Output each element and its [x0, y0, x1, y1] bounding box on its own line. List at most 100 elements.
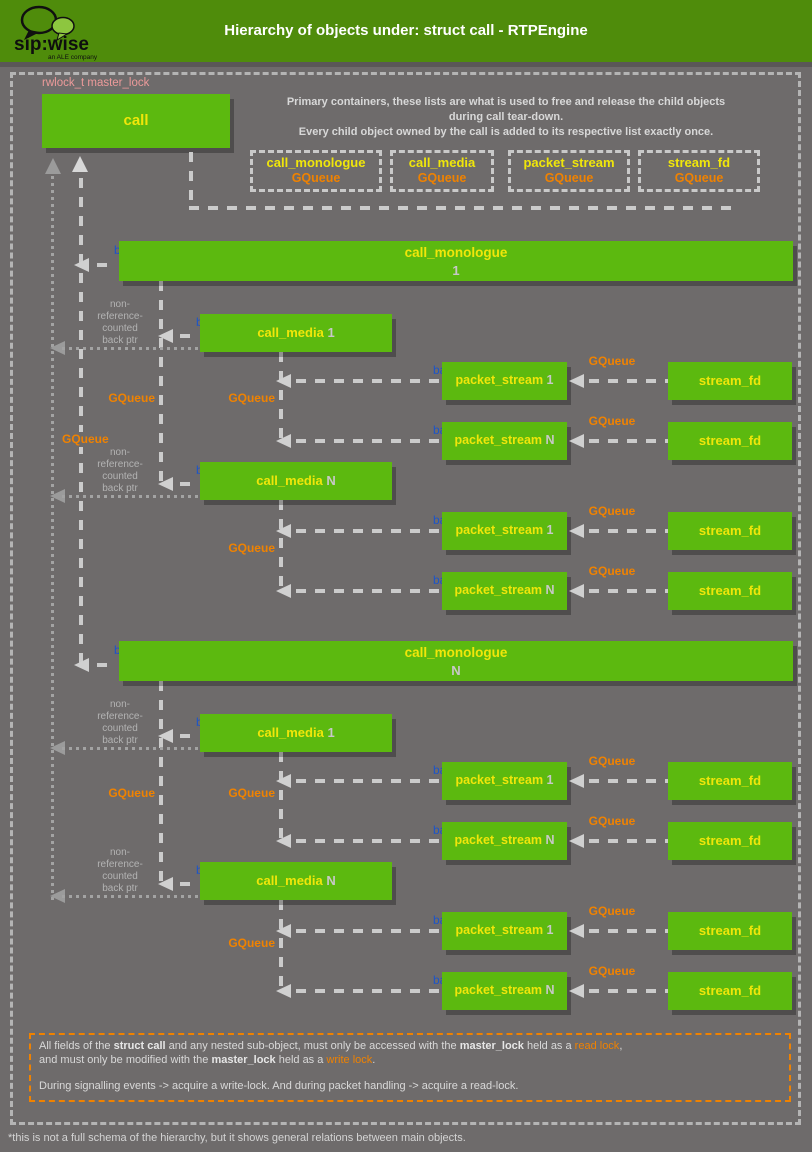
back-ptr-dash [589, 439, 668, 443]
header-bar: sip:wise an ALE company Hierarchy of obj… [0, 0, 812, 62]
packet-stream-node: packet_stream N [442, 822, 567, 860]
notes-line-3: During signalling events -> acquire a wr… [39, 1080, 519, 1092]
node-index: 1 [327, 325, 335, 340]
container-name: stream_fd [667, 155, 731, 170]
packet-stream-node: packet_stream N [442, 572, 567, 610]
master-lock-label: rwlock_t master_lock [42, 77, 150, 89]
left-arrow-icon [158, 877, 173, 891]
back-ptr-dash [589, 379, 668, 383]
page-title: Hierarchy of objects under: struct call … [224, 22, 588, 39]
left-arrow-icon [276, 434, 291, 448]
diagram-border [10, 72, 801, 1125]
node-name: call_monologue [404, 245, 508, 260]
left-arrow-icon [569, 584, 584, 598]
back-ptr-dash [589, 989, 668, 993]
container-box-packet-stream: packet_stream GQueue [508, 150, 630, 192]
back-ptr-dash [296, 379, 442, 383]
packet-stream-node: packet_stream 1 [442, 762, 567, 800]
non-ref-label: non-reference- counted back ptr [97, 447, 143, 494]
call-node: call [42, 94, 230, 148]
gqueue-label: GQueue [588, 354, 636, 368]
left-arrow-icon [158, 329, 173, 343]
logo-brand-text: sip:wise [14, 34, 89, 55]
back-ptr-dash [296, 839, 442, 843]
gqueue-label: GQueue [588, 564, 636, 578]
stream-fd-node: stream_fd [668, 762, 792, 800]
container-name: call_monologue [266, 155, 366, 170]
gqueue-label: GQueue [588, 414, 636, 428]
call-monologue-node-N: call_monologue N [119, 641, 793, 681]
non-ref-back-ptr-branch [62, 747, 200, 750]
back-ptr-dash [97, 663, 111, 667]
stream-fd-node: stream_fd [668, 362, 792, 400]
stream-gqueue-line-4 [279, 900, 283, 988]
packet-stream-node: packet_stream 1 [442, 912, 567, 950]
stream-gqueue-line-3 [279, 752, 283, 838]
speech-bubble-small-tail-icon [56, 32, 69, 42]
non-ref-back-ptr-line [51, 176, 54, 900]
call-media-node: call_media 1 [200, 314, 392, 352]
gqueue-label: GQueue [108, 391, 155, 405]
back-ptr-dash [589, 529, 668, 533]
back-ptr-dash [296, 779, 442, 783]
packet-stream-node: packet_stream 1 [442, 362, 567, 400]
gqueue-label: GQueue [228, 786, 275, 800]
left-arrow-icon [276, 524, 291, 538]
container-name: call_media [408, 155, 476, 170]
footnote: *this is not a full schema of the hierar… [8, 1132, 466, 1144]
gqueue-label: GQueue [588, 814, 636, 828]
left-arrow-icon [569, 774, 584, 788]
node-index: 1 [452, 263, 460, 278]
stream-fd-node: stream_fd [668, 972, 792, 1010]
node-index: N [326, 473, 336, 488]
stream-fd-node: stream_fd [668, 572, 792, 610]
non-ref-back-ptr-branch [62, 895, 200, 898]
left-arrow-icon [74, 658, 89, 672]
left-arrow-icon [50, 341, 65, 355]
back-ptr-dash [296, 529, 442, 533]
left-arrow-icon [569, 834, 584, 848]
media-gqueue-line-1 [159, 281, 163, 483]
packet-stream-node: packet_stream N [442, 972, 567, 1010]
back-ptr-dash [180, 334, 193, 338]
intro-line-2: during call tear-down. [448, 111, 564, 123]
stream-fd-node: stream_fd [668, 512, 792, 550]
left-arrow-icon [569, 374, 584, 388]
stream-fd-node: stream_fd [668, 822, 792, 860]
left-arrow-icon [158, 477, 173, 491]
non-ref-back-ptr-branch [62, 347, 200, 350]
gqueue-label: GQueue [588, 964, 636, 978]
up-arrow-icon [72, 156, 88, 172]
left-arrow-icon [276, 834, 291, 848]
left-arrow-icon [276, 774, 291, 788]
left-arrow-icon [569, 434, 584, 448]
back-ptr-dash [589, 779, 668, 783]
intro-text: Primary containers, these lists are what… [240, 95, 772, 140]
container-name: packet_stream [523, 155, 615, 170]
container-link-line-vertical [189, 152, 193, 208]
monologue-gqueue-line [79, 178, 83, 664]
left-arrow-icon [158, 729, 173, 743]
left-arrow-icon [569, 524, 584, 538]
node-name: call_monologue [404, 645, 508, 660]
call-media-node: call_media N [200, 862, 392, 900]
stream-gqueue-line-1 [279, 352, 283, 438]
media-gqueue-line-2 [159, 681, 163, 883]
container-type: GQueue [544, 171, 594, 185]
gqueue-label: GQueue [60, 432, 111, 447]
gqueue-label: GQueue [228, 936, 275, 950]
container-box-call-media: call_media GQueue [390, 150, 494, 192]
container-type: GQueue [291, 171, 341, 185]
call-media-node: call_media 1 [200, 714, 392, 752]
back-ptr-dash [180, 482, 193, 486]
call-node-label: call [123, 112, 149, 129]
container-box-call-monologue: call_monologue GQueue [250, 150, 382, 192]
back-ptr-dash [180, 882, 193, 886]
intro-line-1: Primary containers, these lists are what… [286, 96, 726, 108]
packet-stream-node: packet_stream N [442, 422, 567, 460]
gqueue-label: GQueue [588, 754, 636, 768]
intro-line-3: Every child object owned by the call is … [298, 126, 714, 138]
back-ptr-dash [296, 589, 442, 593]
up-arrow-icon [45, 158, 61, 174]
